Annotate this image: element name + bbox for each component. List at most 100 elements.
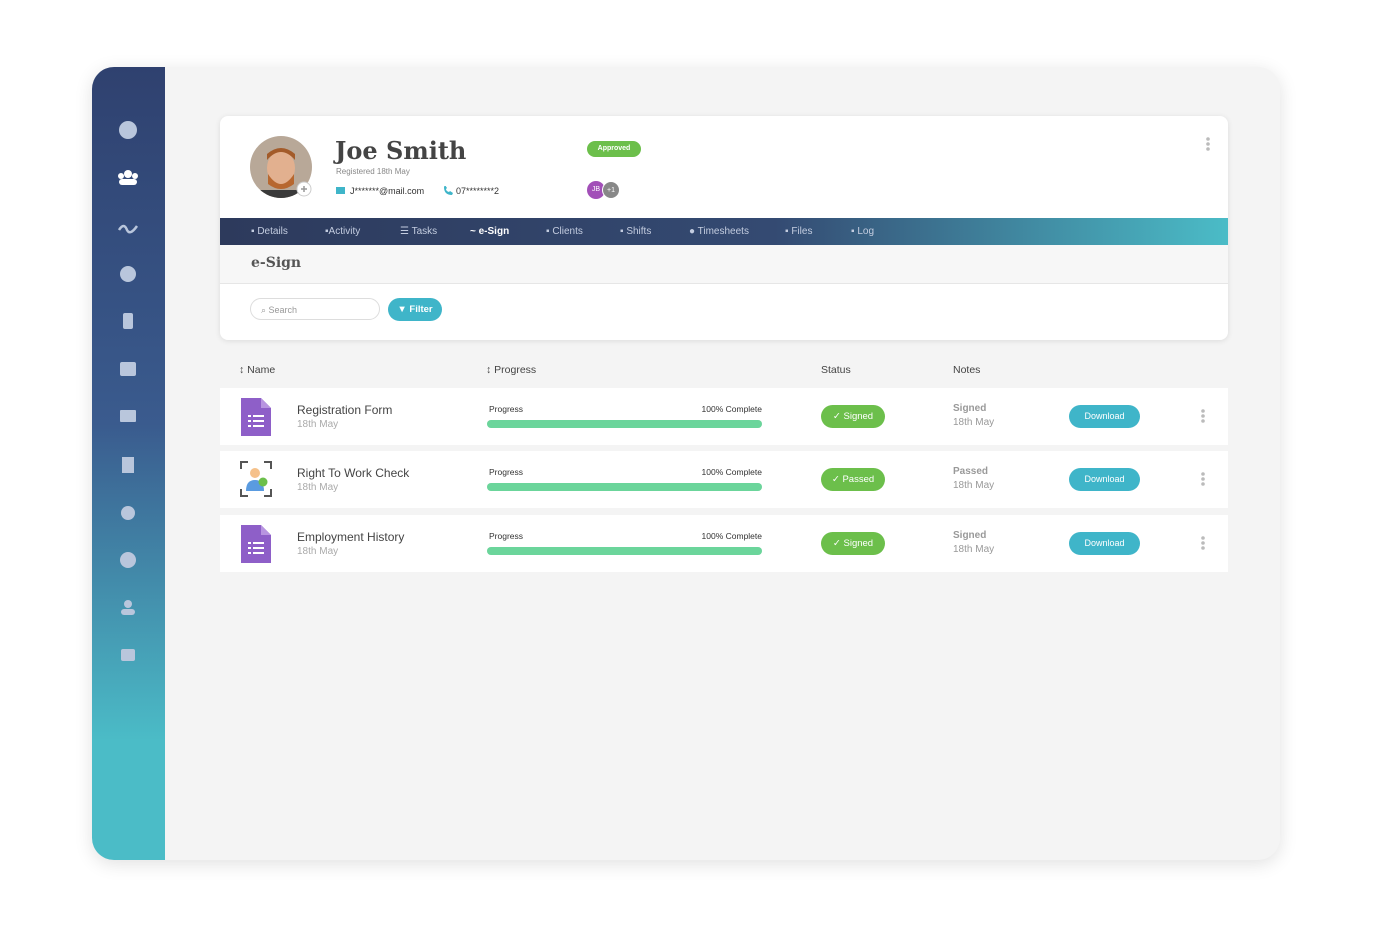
tab-bar: ▪ Details ▪Activity ☰ Tasks ~ e-Sign ▪ C…	[220, 218, 1228, 245]
phone: 07********2	[456, 186, 500, 196]
column-label: Name	[247, 364, 276, 376]
row-menu[interactable]	[1199, 408, 1207, 424]
note-date: 18th May	[953, 480, 995, 491]
download-button[interactable]: Download	[1069, 532, 1140, 555]
progress-label: 100% Complete	[701, 531, 762, 541]
note-status: Signed	[953, 530, 987, 541]
phone-icon	[444, 186, 453, 195]
form-icon	[241, 398, 271, 436]
tab[interactable]: ▪ Files	[785, 226, 813, 237]
progress-bar	[487, 483, 762, 491]
tab[interactable]: ▪Activity	[325, 226, 361, 237]
progress-bar	[487, 547, 762, 555]
progress-label: 100% Complete	[701, 404, 762, 414]
tab-label[interactable]: e-Sign	[478, 226, 510, 237]
status-badge: ✓ Signed	[821, 405, 885, 428]
profile-icon[interactable]	[121, 600, 135, 615]
tab-label[interactable]: Clients	[552, 226, 583, 237]
column-header: Notes	[953, 364, 981, 376]
app-window: Joe Smith Registered 18th May J*******@m…	[92, 67, 1280, 860]
status-text: Passed	[842, 474, 875, 485]
help-icon[interactable]	[121, 506, 135, 520]
status-text: Signed	[843, 538, 874, 549]
row-menu[interactable]	[1199, 535, 1207, 551]
note-date: 18th May	[953, 544, 995, 555]
document-name[interactable]: Employment History	[297, 530, 405, 544]
tab-label[interactable]: Shifts	[626, 226, 652, 237]
tab-label[interactable]: Activity	[328, 226, 361, 237]
assignee-more[interactable]: +1	[602, 181, 620, 199]
calendar-icon[interactable]	[120, 362, 136, 376]
document-date: 18th May	[297, 482, 339, 493]
column-header: Status	[821, 364, 851, 376]
avatar	[250, 136, 312, 198]
registered-date: Registered 18th May	[336, 167, 410, 176]
tab[interactable]: ▪ Log	[851, 226, 875, 237]
esign-icon[interactable]	[117, 224, 139, 234]
search-input[interactable]: ⌕ Search	[250, 298, 380, 320]
column-label: Progress	[494, 364, 537, 376]
column-header[interactable]: ↕ Name	[239, 364, 276, 376]
email: J*******@mail.com	[350, 186, 425, 196]
profile-card: Joe Smith Registered 18th May J*******@m…	[220, 116, 1228, 340]
column-header[interactable]: ↕ Progress	[486, 364, 537, 376]
progress-label: 100% Complete	[701, 467, 762, 477]
dashboard-icon[interactable]	[119, 121, 137, 139]
progress-track	[487, 547, 762, 555]
document-date: 18th May	[297, 546, 339, 557]
profile-name: Joe Smith	[335, 136, 467, 165]
document-name[interactable]: Registration Form	[297, 403, 393, 417]
form-icon	[241, 525, 271, 563]
assignee-avatar[interactable]: JB	[587, 181, 605, 199]
sidebar	[92, 67, 165, 860]
building-icon[interactable]	[122, 457, 134, 473]
sidebar-icons	[117, 121, 139, 661]
tab-label[interactable]: Files	[791, 226, 813, 237]
document-date: 18th May	[297, 419, 339, 430]
download-button[interactable]: Download	[1069, 468, 1140, 491]
progress-title: Progress	[489, 404, 524, 414]
tab[interactable]: ● Timesheets	[689, 226, 749, 237]
row-menu[interactable]	[1199, 471, 1207, 487]
status-badge: ✓ Passed	[821, 468, 885, 491]
document-row[interactable]: Employment History 18th May Progress 100% C…	[220, 515, 1228, 572]
mail-icon	[336, 187, 345, 194]
tab-label[interactable]: Tasks	[411, 226, 438, 237]
progress-track	[487, 420, 762, 428]
status-text: Signed	[843, 411, 874, 422]
status-text: Approved	[597, 145, 631, 152]
filter-button[interactable]: ▼ Filter	[388, 298, 442, 321]
section-title: e-Sign	[251, 255, 302, 271]
kebab-menu[interactable]	[1204, 136, 1212, 152]
search-placeholder: Search	[268, 305, 298, 315]
phone-icon[interactable]	[123, 313, 133, 329]
note-status: Signed	[953, 403, 987, 414]
logout-icon[interactable]	[121, 649, 135, 661]
tab[interactable]: ▪ Details	[251, 226, 288, 237]
download-button[interactable]: Download	[1069, 405, 1140, 428]
tasks-icon[interactable]	[120, 410, 136, 422]
status-badge: ✓ Signed	[821, 532, 885, 555]
tab[interactable]: ☰ Tasks	[400, 226, 438, 237]
filter-label: Filter	[409, 304, 433, 315]
document-row[interactable]: Right To Work Check 18th May Progress 100% …	[220, 451, 1228, 508]
document-name[interactable]: Right To Work Check	[297, 466, 410, 480]
progress-bar	[487, 420, 762, 428]
tab-label[interactable]: Log	[857, 226, 875, 237]
status-badge: Approved	[587, 141, 641, 157]
id-check-icon	[240, 461, 272, 497]
tab-label[interactable]: Timesheets	[697, 226, 749, 237]
settings-icon[interactable]	[120, 552, 136, 568]
document-row[interactable]: Registration Form 18th May Progress 100% Co…	[220, 388, 1228, 445]
tab-label[interactable]: Details	[257, 226, 288, 237]
tab[interactable]: ▪ Shifts	[620, 226, 652, 237]
tab[interactable]: ▪ Clients	[546, 226, 583, 237]
clock-icon[interactable]	[120, 266, 136, 282]
people-icon[interactable]	[118, 170, 138, 185]
progress-title: Progress	[489, 467, 524, 477]
progress-title: Progress	[489, 531, 524, 541]
tab-active[interactable]: ~ e-Sign	[470, 226, 510, 237]
note-date: 18th May	[953, 417, 995, 428]
progress-track	[487, 483, 762, 491]
